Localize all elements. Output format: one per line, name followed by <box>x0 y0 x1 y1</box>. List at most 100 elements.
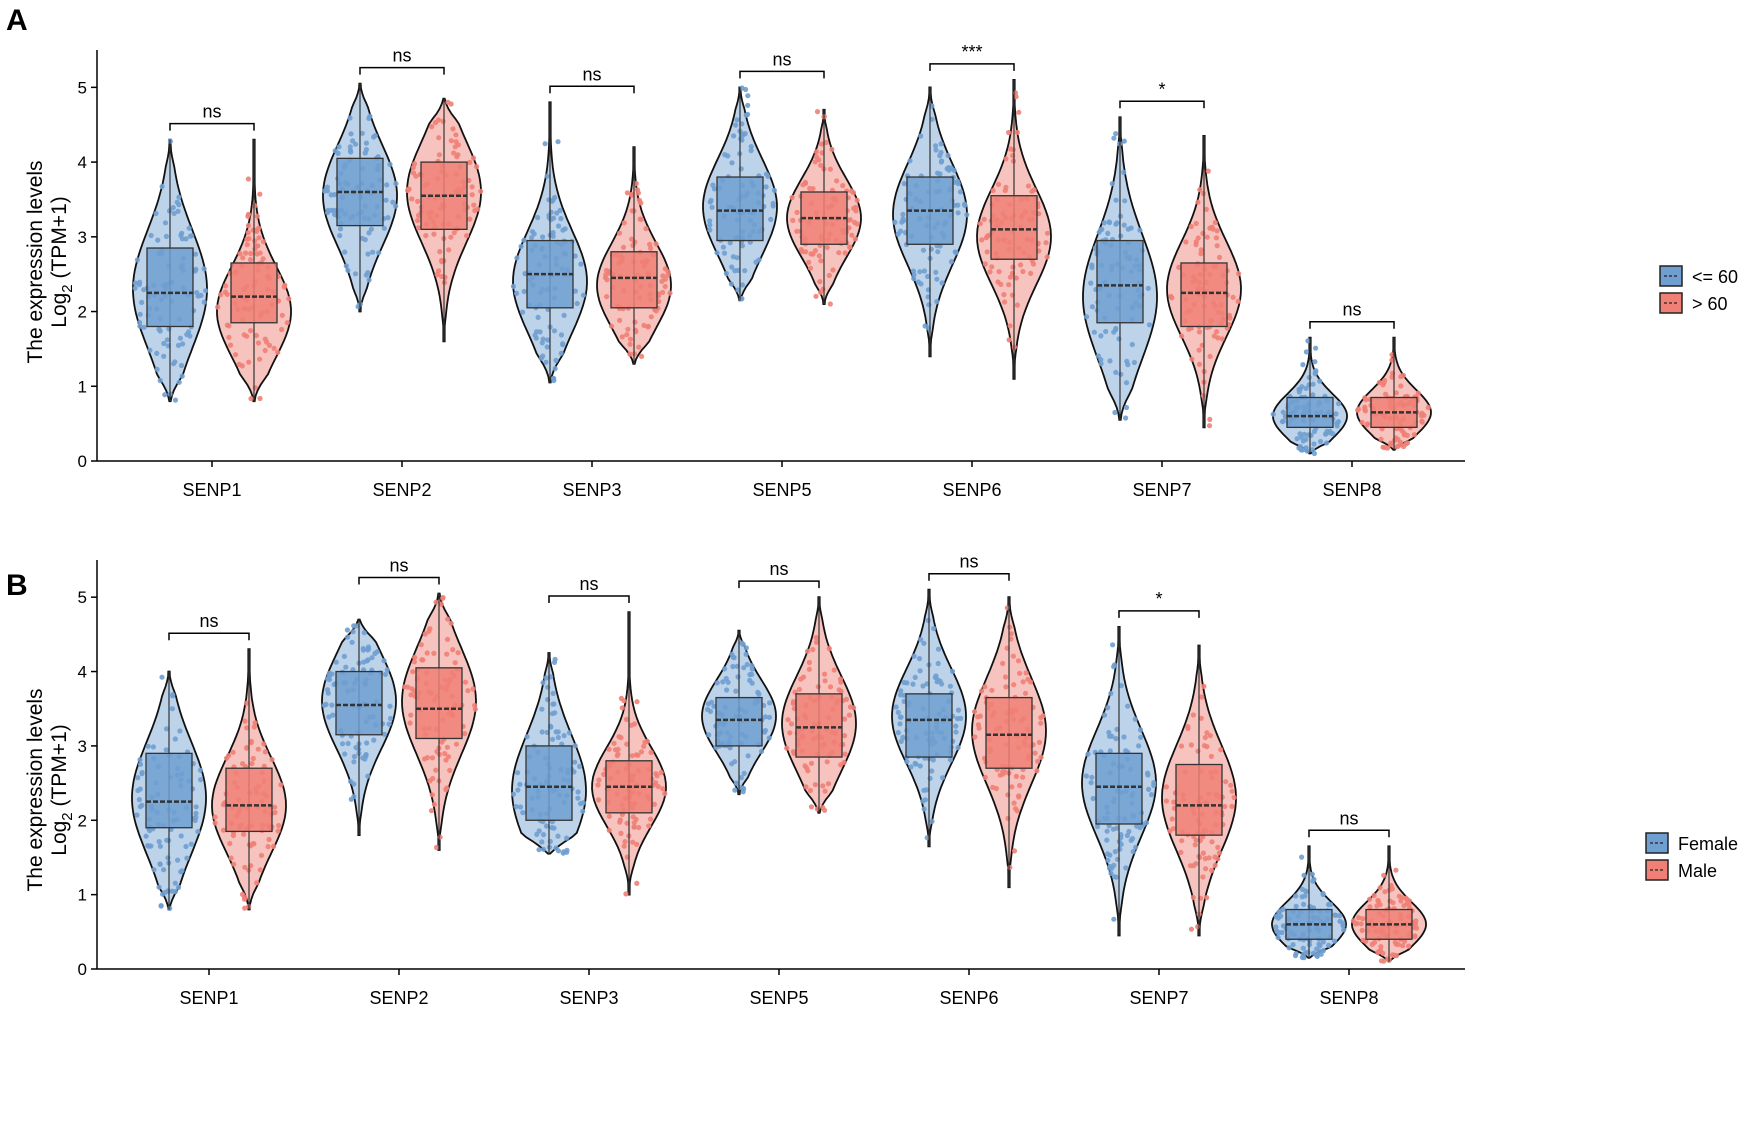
box <box>795 693 843 758</box>
data-point <box>618 830 624 837</box>
data-point <box>996 269 1002 275</box>
data-point <box>344 634 351 640</box>
data-point <box>147 347 153 353</box>
data-point <box>143 833 149 839</box>
data-point <box>1090 795 1096 802</box>
data-point <box>440 118 446 124</box>
data-point <box>1020 268 1026 275</box>
significance-bracket <box>1118 610 1200 618</box>
data-point <box>227 840 233 847</box>
data-point <box>363 140 369 146</box>
data-point <box>353 744 359 751</box>
data-point <box>813 635 819 641</box>
data-point <box>1312 359 1318 365</box>
data-point <box>1000 660 1006 667</box>
data-point <box>433 844 440 851</box>
data-point <box>1228 782 1234 788</box>
box <box>715 696 763 747</box>
data-point <box>1393 867 1399 873</box>
data-point <box>1299 854 1305 860</box>
data-point <box>900 216 906 222</box>
data-point <box>540 832 547 838</box>
panel-a: A 0 1 2 3 4 5 SENP1 ns SENP2 ns SENP3 ns SENP5 ns SENP… <box>6 4 1738 500</box>
data-point <box>631 820 637 826</box>
data-point <box>1188 223 1194 230</box>
data-point <box>812 782 819 788</box>
data-point <box>912 674 918 681</box>
data-point <box>1188 926 1195 932</box>
data-point <box>1304 448 1310 454</box>
data-point <box>918 133 924 139</box>
data-point <box>448 101 454 107</box>
data-point <box>1130 849 1136 855</box>
data-point <box>787 730 793 736</box>
data-point <box>1163 798 1169 804</box>
data-point <box>436 152 442 158</box>
data-point <box>137 311 143 317</box>
data-point <box>621 220 627 226</box>
data-point <box>1196 347 1202 353</box>
data-point <box>895 709 901 716</box>
data-point <box>660 786 666 792</box>
data-point <box>796 686 803 693</box>
data-point <box>1017 782 1023 789</box>
data-point <box>351 759 357 765</box>
data-point <box>979 688 985 694</box>
data-point <box>271 345 277 351</box>
significance-bracket <box>359 66 445 75</box>
significance-bracket <box>928 572 1010 581</box>
data-point <box>934 276 940 282</box>
data-point <box>611 740 617 746</box>
data-point <box>384 667 390 673</box>
data-point <box>437 834 443 840</box>
data-point <box>813 293 819 299</box>
data-point <box>436 268 442 274</box>
data-point <box>621 843 627 849</box>
data-point <box>218 292 224 298</box>
data-point <box>243 250 249 256</box>
data-point <box>365 251 371 257</box>
data-point <box>917 269 923 275</box>
data-point <box>1005 792 1011 798</box>
data-point <box>849 188 855 194</box>
data-point <box>1034 768 1040 774</box>
data-point <box>1333 411 1339 417</box>
data-point <box>927 775 933 782</box>
data-point <box>325 690 331 696</box>
data-point <box>431 650 437 657</box>
data-point <box>1276 930 1282 936</box>
data-point <box>228 855 234 861</box>
box <box>1096 239 1144 324</box>
data-point <box>627 351 633 357</box>
data-point <box>622 839 628 845</box>
significance-bracket <box>739 70 825 79</box>
data-point <box>728 281 735 287</box>
data-point <box>444 744 450 750</box>
data-point <box>820 286 826 292</box>
data-point <box>917 668 923 674</box>
data-point <box>1088 780 1094 786</box>
data-point <box>1114 825 1120 831</box>
y-tick-label: 0 <box>78 960 87 979</box>
data-point <box>939 280 945 286</box>
data-point <box>242 905 248 911</box>
data-point <box>1101 220 1107 226</box>
data-point <box>1210 226 1216 232</box>
data-point <box>1138 734 1144 740</box>
data-point <box>806 659 813 666</box>
data-point <box>345 740 351 747</box>
data-point <box>662 266 668 272</box>
data-point <box>575 795 581 801</box>
data-point <box>243 700 250 706</box>
data-point <box>252 238 258 244</box>
data-point <box>810 186 816 192</box>
data-point <box>951 167 957 173</box>
data-point <box>1419 419 1425 425</box>
box <box>1286 396 1334 429</box>
data-point <box>453 132 459 138</box>
data-point <box>830 267 836 273</box>
data-point <box>621 698 627 704</box>
data-point <box>578 261 584 267</box>
data-point <box>601 771 607 778</box>
data-point <box>707 199 713 205</box>
